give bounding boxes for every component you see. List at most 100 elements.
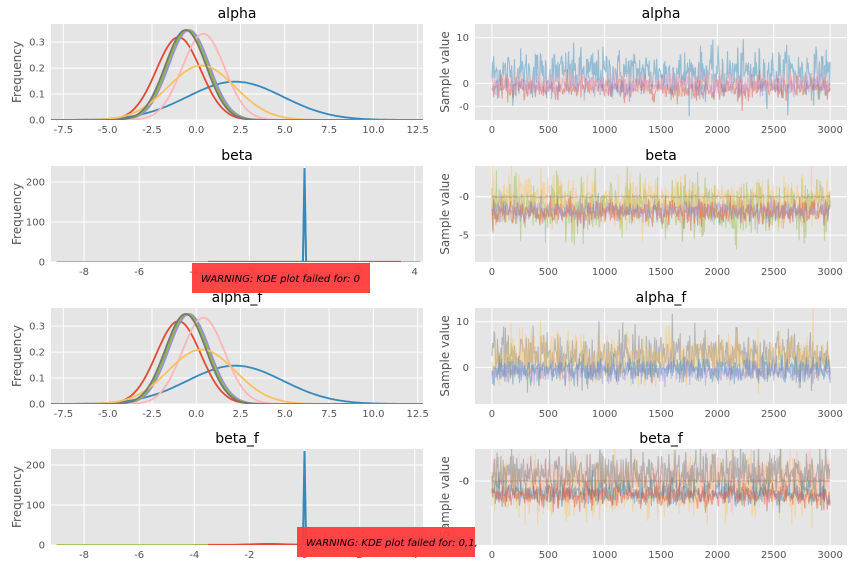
y-axis-label: Sample value — [438, 31, 452, 113]
kde-series-line — [51, 29, 423, 120]
y-tick-label: -5 — [459, 231, 469, 242]
y-tick-label: -0 — [459, 192, 469, 203]
y-tick-label: 0.3 — [29, 322, 45, 333]
x-tick-label: 500 — [539, 125, 558, 136]
trace-series-line — [491, 449, 831, 515]
y-tick-label: 0.0 — [29, 116, 45, 127]
y-tick-label: -0 — [459, 477, 469, 488]
kde-series-line — [51, 313, 423, 404]
plot-marks — [491, 166, 831, 250]
x-tick-label: 500 — [539, 550, 558, 561]
y-tick-label: 0 — [39, 258, 45, 269]
trace-series-line — [491, 470, 831, 513]
panel-beta-trace: 0 500 1000 1500 2000 2500 3000-5-00betaSample … — [438, 148, 847, 278]
plot-marks — [51, 29, 423, 120]
y-tick-label: 0 — [463, 477, 469, 488]
x-tick-label: 500 — [539, 267, 558, 278]
x-tick-label: 1500 — [648, 409, 673, 420]
x-tick-label: 1000 — [592, 125, 617, 136]
panel-title: alpha_f — [212, 290, 264, 306]
x-tick-label: -6 — [134, 267, 144, 278]
y-tick-label: 100 — [26, 218, 45, 229]
x-tick-label: 0 — [489, 409, 495, 420]
panel-title: beta_f — [639, 431, 684, 447]
trace-series-line — [491, 313, 831, 393]
x-tick-label: 2500 — [761, 267, 786, 278]
x-tick-label: -7.5 — [54, 125, 74, 136]
trace-series-line — [491, 449, 831, 529]
x-tick-label: 7.5 — [321, 125, 337, 136]
trace-series-line — [491, 477, 831, 484]
x-tick-label: 3000 — [817, 125, 842, 136]
x-tick-label: 2000 — [705, 267, 730, 278]
panel-alpha-kde: -7.5 -5.0 -2.5 0.0 2.5 5.0 7.5 10.0 12.5 0.0 0.1 0.… — [10, 6, 429, 136]
y-tick-label: 0 — [463, 192, 469, 203]
x-tick-label: 12.5 — [407, 125, 429, 136]
x-tick-label: 2000 — [705, 409, 730, 420]
kde-spike — [302, 167, 308, 262]
x-tick-label: 1000 — [592, 267, 617, 278]
panel-alpha_f-kde: -7.5 -5.0 -2.5 0.0 2.5 5.0 7.5 10.0 12.5 0.0 0.1 0.… — [10, 290, 429, 420]
kde-warning-banner: WARNING: KDE plot failed for: 0 — [192, 263, 370, 293]
x-tick-label: -5.0 — [98, 125, 118, 136]
trace-series-line — [491, 195, 831, 233]
plot-marks — [491, 308, 831, 395]
y-tick-label: 200 — [26, 461, 45, 472]
trace-series-line — [491, 66, 831, 103]
y-axis-label: Sample value — [438, 315, 452, 397]
x-tick-label: 2.5 — [233, 409, 249, 420]
x-tick-label: 1500 — [648, 550, 673, 561]
x-tick-label: -2.5 — [142, 409, 162, 420]
x-tick-label: 1000 — [592, 550, 617, 561]
x-tick-label: 0 — [489, 267, 495, 278]
y-tick-label: 0.2 — [29, 348, 45, 359]
x-tick-label: 3000 — [817, 267, 842, 278]
trace-series-line — [491, 191, 831, 227]
x-tick-label: 10.0 — [362, 409, 384, 420]
trace-series-line — [491, 167, 831, 250]
y-tick-label: 0 — [39, 541, 45, 552]
x-tick-label: 0.0 — [188, 409, 204, 420]
plot-area — [51, 308, 423, 404]
panel-beta_f-trace: 0 500 1000 1500 2000 2500 3000-00beta_fSample … — [438, 431, 847, 561]
trace-series-line — [491, 194, 831, 200]
trace-series-line — [491, 356, 831, 389]
plot-marks — [51, 313, 423, 404]
x-tick-label: 3000 — [817, 409, 842, 420]
trace-series-line — [491, 308, 831, 395]
y-axis-label: Frequency — [10, 325, 24, 387]
x-tick-label: 0.0 — [188, 125, 204, 136]
panel-title: beta — [645, 148, 677, 164]
panel-beta-kde: -8-6-4-20240100200betaFrequency — [10, 148, 423, 278]
plot-marks — [491, 449, 831, 529]
trace-series-line — [491, 353, 831, 387]
plot-area — [51, 24, 423, 120]
kde-series-line — [51, 348, 423, 404]
x-tick-label: -2 — [244, 550, 254, 561]
y-tick-label: 100 — [26, 501, 45, 512]
panel-alpha_f-trace: 0 500 1000 1500 2000 2500 3000 0 10 alpha_f Sample… — [438, 290, 847, 420]
x-tick-label: 5.0 — [277, 409, 293, 420]
panel-alpha-trace: 0 500 1000 1500 2000 2500 3000 -0 0 10 alpha Sample… — [438, 6, 847, 136]
x-tick-label: 7.5 — [321, 409, 337, 420]
x-tick-label: 1500 — [648, 267, 673, 278]
plot-marks — [491, 39, 831, 117]
panel-title: beta — [221, 148, 253, 164]
trace-series-line — [491, 480, 831, 513]
x-tick-label: 2500 — [761, 125, 786, 136]
y-tick-label: 200 — [26, 178, 45, 189]
y-axis-label: Frequency — [10, 466, 24, 528]
y-tick-label: 0.1 — [29, 90, 45, 101]
panel-title: alpha_f — [636, 290, 688, 306]
plot-area — [51, 166, 423, 262]
plot-marks — [56, 167, 421, 262]
panel-title: alpha — [642, 6, 681, 22]
y-tick-label: 0.0 — [29, 400, 45, 411]
kde-warning-banner: WARNING: KDE plot failed for: 0,1, — [297, 527, 478, 557]
x-tick-label: 2000 — [705, 125, 730, 136]
x-tick-label: -7.5 — [54, 409, 74, 420]
warning-background — [192, 263, 370, 293]
x-tick-label: 1000 — [592, 409, 617, 420]
x-tick-label: 5.0 — [277, 125, 293, 136]
